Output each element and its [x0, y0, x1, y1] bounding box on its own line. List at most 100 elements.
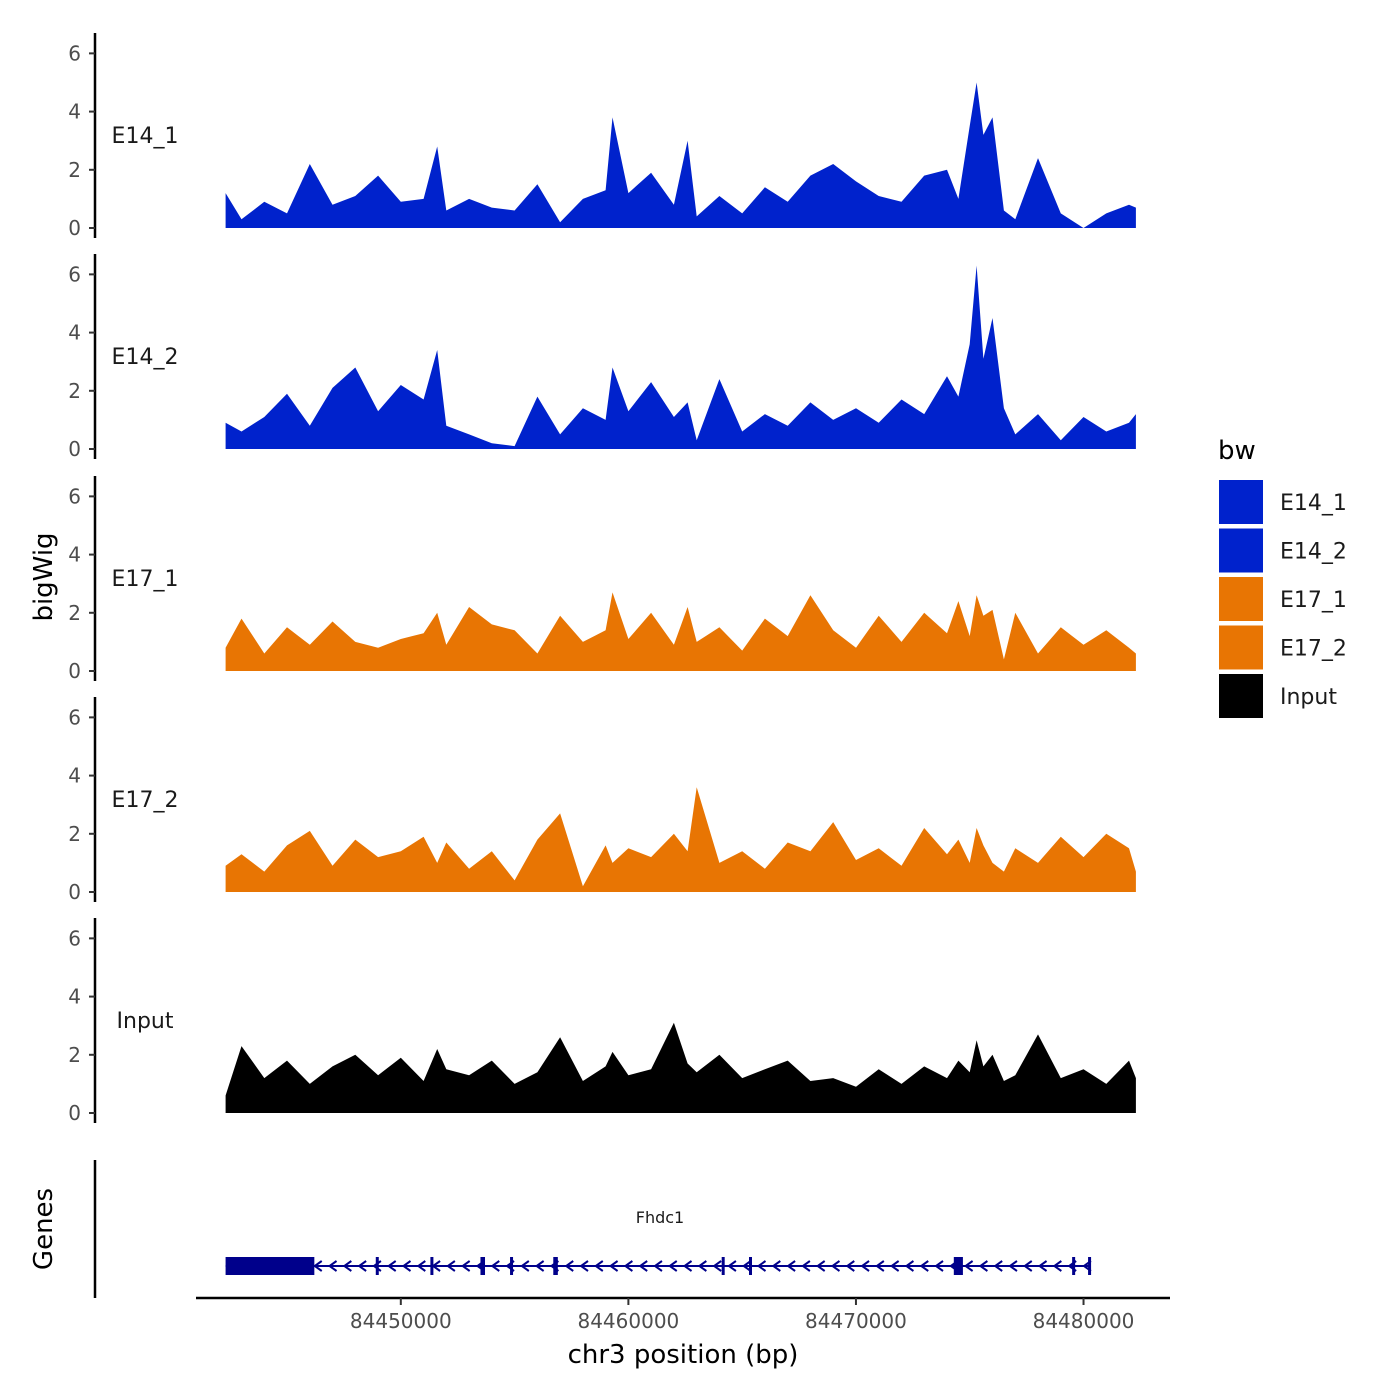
- y-tick-label: 2: [68, 822, 81, 846]
- track-label: E14_1: [112, 124, 179, 149]
- strand-arrow: [963, 1260, 974, 1272]
- strand-arrow: [386, 1260, 397, 1272]
- y-tick-label: 0: [68, 437, 81, 461]
- track-E14_2: 0 2 4 6 E14_2: [68, 254, 1136, 461]
- track-E14_1: 0 2 4 6 E14_1: [68, 33, 1136, 240]
- gene-exon: [553, 1257, 558, 1275]
- strand-arrow: [401, 1260, 412, 1272]
- strand-arrow: [579, 1260, 589, 1272]
- x-axis: 84450000 84460000 84470000 84480000: [196, 1296, 1170, 1333]
- strand-arrow: [934, 1260, 944, 1272]
- strand-arrow: [993, 1260, 1003, 1272]
- gene-exon: [721, 1257, 725, 1275]
- strand-arrow: [845, 1260, 855, 1272]
- track-E17_2: 0 2 4 6 E17_2: [68, 697, 1136, 904]
- strand-arrow: [771, 1260, 781, 1272]
- legend-label-E17_2: E17_2: [1280, 637, 1347, 662]
- track-label: E14_2: [112, 345, 179, 370]
- genes-panel: Fhdc1: [93, 1160, 1092, 1298]
- y-tick-label: 0: [68, 880, 81, 904]
- legend-label-E17_1: E17_1: [1280, 588, 1347, 613]
- legend-swatch-Input: [1219, 674, 1263, 718]
- y-tick-label: 2: [68, 379, 81, 403]
- strand-arrow: [594, 1260, 604, 1272]
- coverage-area-E14_1: [225, 82, 1136, 228]
- strand-arrow: [342, 1260, 352, 1272]
- strand-arrow: [520, 1260, 530, 1272]
- legend-label-E14_1: E14_1: [1280, 491, 1347, 516]
- x-axis-title: chr3 position (bp): [568, 1340, 799, 1370]
- strand-arrow: [416, 1260, 426, 1272]
- strand-arrow: [889, 1260, 900, 1272]
- strand-arrow: [904, 1260, 915, 1272]
- x-tick-label: 84480000: [1033, 1309, 1135, 1333]
- strand-arrow: [815, 1260, 826, 1272]
- strand-arrow: [490, 1260, 500, 1272]
- strand-arrow: [653, 1260, 663, 1272]
- gene-exon: [953, 1257, 963, 1275]
- y-tick-label: 0: [68, 216, 81, 240]
- strand-arrow: [697, 1260, 707, 1272]
- strand-arrow: [1008, 1260, 1018, 1272]
- legend: bw E14_1 E14_2 E17_1 E17_2 Input: [1218, 436, 1347, 718]
- strand-arrow: [313, 1260, 323, 1272]
- y-axis-title-genes: Genes: [29, 1188, 59, 1270]
- y-tick-label: 6: [68, 262, 81, 286]
- strand-arrow: [623, 1260, 633, 1272]
- gene-exon: [225, 1257, 315, 1275]
- strand-arrow: [564, 1260, 574, 1272]
- strand-arrow: [727, 1260, 737, 1272]
- track-E17_1: 0 2 4 6 E17_1: [68, 476, 1136, 683]
- y-tick-label: 2: [68, 1043, 81, 1067]
- strand-arrow: [919, 1260, 929, 1272]
- y-tick-label: 0: [68, 659, 81, 683]
- y-tick-label: 2: [68, 601, 81, 625]
- legend-swatch-E14_1: [1219, 480, 1263, 524]
- track-label: E17_1: [112, 567, 179, 592]
- strand-arrow: [786, 1260, 796, 1272]
- strand-arrow: [682, 1260, 693, 1272]
- coverage-area-E17_1: [225, 592, 1136, 671]
- strand-arrow: [756, 1260, 767, 1272]
- strand-arrow: [830, 1260, 841, 1272]
- track-label: E17_2: [112, 788, 179, 813]
- y-tick-label: 0: [68, 1101, 81, 1125]
- gene-exon: [1088, 1257, 1092, 1275]
- track-label: Input: [117, 1009, 174, 1034]
- gene-exon: [1072, 1257, 1076, 1275]
- strand-arrow: [860, 1260, 870, 1272]
- y-tick-label: 6: [68, 41, 81, 65]
- gene-label: Fhdc1: [636, 1208, 684, 1227]
- y-tick-label: 4: [68, 543, 81, 567]
- strand-arrow: [668, 1260, 678, 1272]
- strand-arrow: [534, 1260, 545, 1272]
- strand-arrow: [978, 1260, 988, 1272]
- gene-exon: [748, 1257, 752, 1275]
- gene-exon: [480, 1257, 486, 1275]
- strand-arrow: [801, 1260, 811, 1272]
- legend-label-E14_2: E14_2: [1280, 540, 1347, 565]
- strand-arrow: [741, 1260, 752, 1272]
- strand-arrow: [327, 1260, 338, 1272]
- y-tick-label: 4: [68, 100, 81, 124]
- strand-arrow: [608, 1260, 619, 1272]
- strand-arrow: [638, 1260, 648, 1272]
- legend-swatch-E17_1: [1219, 577, 1263, 621]
- x-tick-label: 84460000: [577, 1309, 679, 1333]
- y-tick-label: 4: [68, 985, 81, 1009]
- coverage-area-E14_2: [225, 265, 1136, 449]
- y-axis-title-bigwig: bigWig: [29, 532, 59, 621]
- strand-arrow: [1023, 1260, 1033, 1272]
- gene-exon: [375, 1257, 379, 1275]
- y-tick-label: 6: [68, 926, 81, 950]
- strand-arrow: [1052, 1260, 1062, 1272]
- legend-label-Input: Input: [1280, 685, 1337, 710]
- x-tick-label: 84450000: [350, 1309, 452, 1333]
- strand-arrow: [875, 1260, 885, 1272]
- y-tick-label: 2: [68, 158, 81, 182]
- legend-title: bw: [1218, 436, 1256, 466]
- y-tick-label: 6: [68, 705, 81, 729]
- legend-swatch-E14_2: [1219, 528, 1263, 573]
- strand-arrow: [1037, 1260, 1048, 1272]
